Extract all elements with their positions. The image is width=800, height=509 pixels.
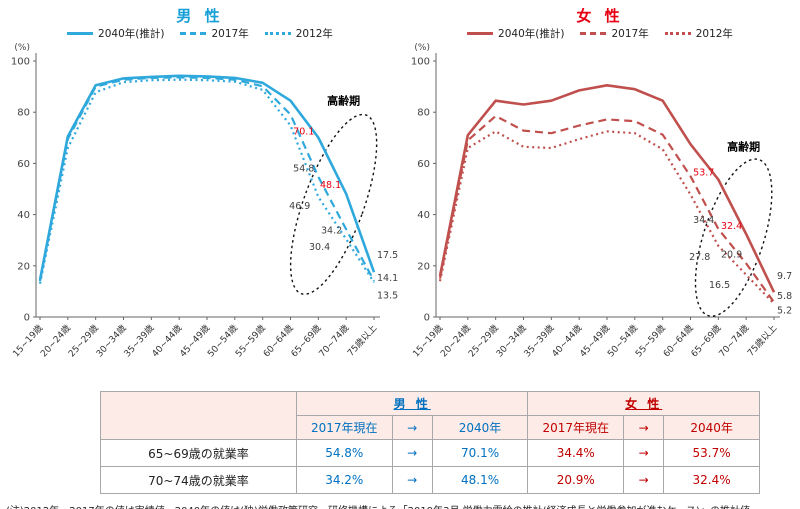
svg-text:0: 0 — [424, 313, 430, 324]
svg-text:5.2: 5.2 — [777, 306, 792, 317]
svg-text:34.4: 34.4 — [693, 215, 714, 226]
svg-text:54.8: 54.8 — [293, 164, 314, 175]
svg-text:53.7: 53.7 — [693, 168, 714, 179]
svg-text:34.2: 34.2 — [321, 225, 342, 236]
legend-label: 2012年 — [295, 27, 333, 40]
svg-text:60: 60 — [417, 159, 430, 170]
female-group-header: 女 性 — [527, 391, 760, 416]
table-row-70-74: 70~74歳の就業率 34.2% → 48.1% 20.9% → 32.4% — [100, 466, 760, 494]
svg-text:75歳以上: 75歳以上 — [345, 322, 380, 359]
female-chart-block: 女 性 2040年(推計) 2017年 2012年 0 20 40 60 80 100 (%… — [400, 0, 800, 383]
svg-text:80: 80 — [17, 108, 30, 119]
row-label: 65~69歳の就業率 — [100, 439, 297, 467]
svg-text:27.8: 27.8 — [689, 252, 710, 263]
arrow-icon: → — [623, 439, 665, 467]
svg-text:75歳以上: 75歳以上 — [745, 322, 780, 359]
dotted-line-sample-icon — [264, 31, 291, 35]
dashed-line-sample-icon — [180, 31, 207, 35]
legend-label: 2017年 — [211, 27, 249, 40]
svg-text:高齢期: 高齢期 — [727, 140, 760, 154]
male-2017-header: 2017年現在 — [295, 415, 393, 440]
legend-item-2040: 2040年(推計) — [467, 26, 564, 41]
arrow-icon: → — [623, 466, 665, 494]
svg-text:17.5: 17.5 — [377, 250, 398, 261]
svg-text:100: 100 — [11, 57, 30, 68]
male-2040-value: 48.1% — [431, 466, 529, 494]
svg-text:13.5: 13.5 — [377, 290, 398, 301]
summary-table: 男 性 女 性 2017年現在 → 2040年 2017年現在 → 2040年 … — [100, 391, 760, 494]
solid-line-sample-icon — [67, 31, 94, 35]
female-chart-title: 女 性 — [576, 7, 624, 25]
svg-text:20: 20 — [17, 261, 30, 272]
male-2017-value: 34.2% — [295, 466, 393, 494]
male-chart-block: 男 性 2040年(推計) 2017年 2012年 0 20 40 60 80 100 (%… — [0, 0, 400, 383]
svg-text:5.8: 5.8 — [777, 291, 792, 302]
male-2040-value: 70.1% — [431, 439, 529, 467]
female-legend: 2040年(推計) 2017年 2012年 — [400, 25, 800, 41]
svg-text:0: 0 — [24, 313, 30, 324]
arrow-icon: → — [391, 415, 433, 440]
svg-text:46.9: 46.9 — [289, 201, 310, 212]
table-row-65-69: 65~69歳の就業率 54.8% → 70.1% 34.4% → 53.7% — [100, 439, 760, 467]
svg-text:16.5: 16.5 — [709, 280, 730, 291]
legend-item-2040: 2040年(推計) — [67, 26, 164, 41]
legend-label: 2040年(推計) — [98, 27, 165, 40]
svg-text:30.4: 30.4 — [309, 242, 330, 253]
male-2040-header: 2040年 — [431, 415, 529, 440]
svg-text:70~74歳: 70~74歳 — [316, 322, 351, 359]
male-chart: 020406080100(%)15~19歳20~24歳25~29歳30~34歳3… — [10, 43, 398, 359]
charts-row: 男 性 2040年(推計) 2017年 2012年 0 20 40 60 80 100 (%… — [0, 0, 800, 383]
legend-label: 2040年(推計) — [498, 27, 565, 40]
legend-item-2012: 2012年 — [264, 26, 333, 41]
svg-text:9.7: 9.7 — [777, 271, 792, 282]
arrow-icon: → — [391, 439, 433, 467]
svg-text:70~74歳: 70~74歳 — [716, 322, 751, 359]
male-group-header: 男 性 — [295, 391, 529, 416]
solid-line-sample-icon — [467, 31, 494, 35]
male-2017-value: 54.8% — [295, 439, 393, 467]
svg-text:80: 80 — [417, 108, 430, 119]
svg-text:14.1: 14.1 — [377, 273, 398, 284]
summary-table-wrap: 男 性 女 性 2017年現在 → 2040年 2017年現在 → 2040年 … — [100, 391, 800, 494]
svg-text:40: 40 — [17, 210, 30, 221]
arrow-icon: → — [623, 415, 665, 440]
svg-text:20: 20 — [417, 261, 430, 272]
dotted-line-sample-icon — [664, 31, 691, 35]
female-2040-value: 32.4% — [663, 466, 760, 494]
dashed-line-sample-icon — [580, 31, 607, 35]
svg-text:32.4: 32.4 — [721, 221, 742, 232]
svg-text:40: 40 — [417, 210, 430, 221]
svg-text:60: 60 — [17, 159, 30, 170]
svg-text:高齢期: 高齢期 — [327, 93, 360, 107]
female-2017-value: 34.4% — [527, 439, 625, 467]
female-2017-header: 2017年現在 — [527, 415, 625, 440]
svg-text:100: 100 — [411, 57, 430, 68]
legend-item-2017: 2017年 — [180, 26, 249, 41]
female-2040-value: 53.7% — [663, 439, 760, 467]
female-chart: 020406080100(%)15~19歳20~24歳25~29歳30~34歳3… — [410, 43, 792, 359]
row-label: 70~74歳の就業率 — [100, 466, 297, 494]
svg-text:(%): (%) — [414, 43, 430, 53]
svg-text:70.1: 70.1 — [293, 127, 314, 138]
female-2040-header: 2040年 — [663, 415, 760, 440]
legend-label: 2012年 — [695, 27, 733, 40]
legend-label: 2017年 — [611, 27, 649, 40]
male-legend: 2040年(推計) 2017年 2012年 — [0, 25, 400, 41]
svg-text:48.1: 48.1 — [320, 180, 341, 191]
legend-item-2017: 2017年 — [580, 26, 649, 41]
male-chart-title: 男 性 — [176, 7, 224, 25]
svg-text:(%): (%) — [14, 43, 30, 53]
footnote: (注)2012年、2017年の値は実績値。2040年の値は(独)労働政策研究・研… — [6, 502, 796, 509]
female-2017-value: 20.9% — [527, 466, 625, 494]
arrow-icon: → — [391, 466, 433, 494]
blank-header-cell — [100, 391, 297, 440]
legend-item-2012: 2012年 — [664, 26, 733, 41]
svg-text:20.9: 20.9 — [721, 249, 742, 260]
